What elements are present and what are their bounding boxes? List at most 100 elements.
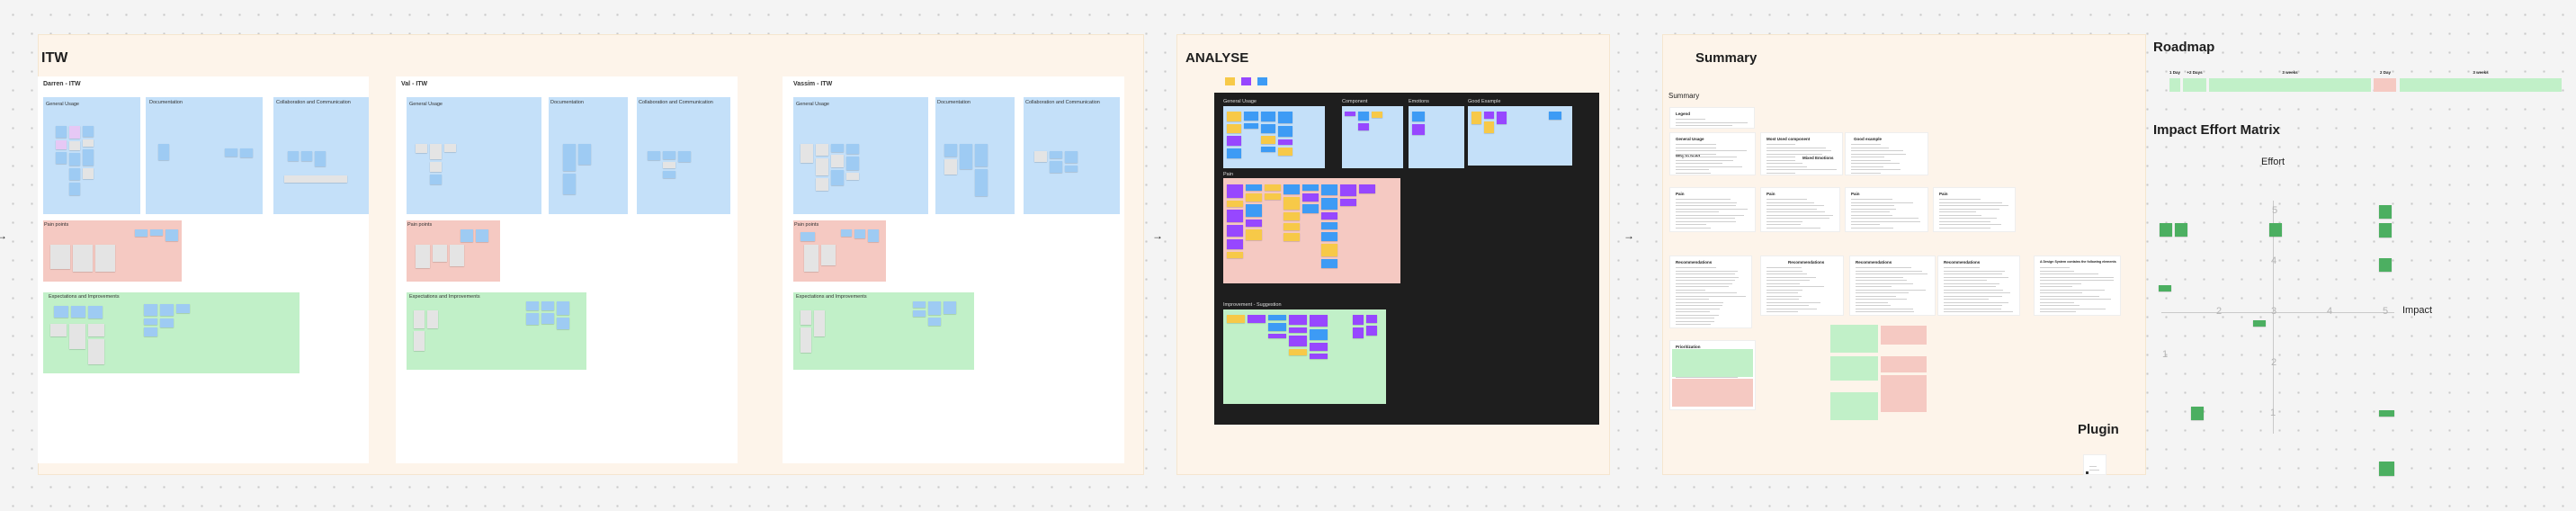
sticky-note[interactable]: [1246, 220, 1262, 227]
sticky-note[interactable]: [88, 339, 104, 365]
sticky-note[interactable]: [416, 245, 430, 268]
sticky-note[interactable]: [563, 173, 576, 194]
sticky-note[interactable]: [1310, 353, 1328, 360]
pain-card[interactable]: Pain: [1845, 187, 1928, 232]
sticky-note[interactable]: [71, 306, 85, 318]
roadmap-task-bar[interactable]: [2400, 78, 2562, 92]
sticky-note[interactable]: [50, 324, 67, 336]
sticky-note[interactable]: [1289, 315, 1307, 326]
matrix-sticky-note[interactable]: [2379, 223, 2392, 238]
estimate-table[interactable]: [1881, 356, 1927, 372]
sticky-note[interactable]: [1284, 196, 1300, 211]
sticky-note[interactable]: [1284, 232, 1300, 241]
sticky-note[interactable]: [648, 151, 660, 160]
sticky-note[interactable]: [663, 161, 675, 168]
sticky-note[interactable]: [165, 229, 178, 242]
sticky-note[interactable]: [69, 140, 80, 150]
sticky-note[interactable]: [1302, 193, 1319, 202]
sticky-note[interactable]: [1310, 315, 1328, 327]
sticky-note[interactable]: [1268, 315, 1286, 320]
sticky-note[interactable]: [56, 152, 67, 164]
sticky-note[interactable]: [1321, 184, 1337, 196]
matrix-sticky-note[interactable]: [2379, 462, 2394, 476]
improvement-cluster[interactable]: [1223, 309, 1386, 404]
sticky-note[interactable]: [831, 155, 844, 168]
sticky-note[interactable]: [846, 172, 859, 181]
sticky-note[interactable]: [69, 182, 80, 196]
sticky-note[interactable]: [83, 167, 94, 179]
sticky-note[interactable]: [1261, 112, 1275, 122]
sticky-note[interactable]: [450, 245, 464, 267]
estimate-table[interactable]: [1830, 325, 1878, 353]
sticky-note[interactable]: [814, 310, 825, 337]
sticky-note[interactable]: [541, 301, 554, 310]
sticky-note[interactable]: [430, 161, 442, 172]
sticky-note[interactable]: [1372, 112, 1382, 119]
sticky-note[interactable]: [526, 301, 539, 311]
sticky-note[interactable]: [975, 169, 988, 196]
sticky-note[interactable]: [1227, 136, 1241, 147]
sticky-note[interactable]: [95, 245, 115, 272]
roadmap-task-bar[interactable]: [2169, 78, 2180, 92]
sticky-note[interactable]: [816, 177, 828, 191]
sticky-note[interactable]: [160, 318, 174, 327]
sticky-note[interactable]: [83, 126, 94, 138]
sticky-note[interactable]: [56, 140, 67, 150]
estimate-table[interactable]: [1881, 375, 1927, 412]
matrix-sticky-note[interactable]: [2159, 285, 2171, 291]
sticky-note[interactable]: [1227, 112, 1241, 122]
sticky-note[interactable]: [1345, 112, 1355, 116]
design-system-card[interactable]: A Design System contains the following e…: [2034, 256, 2121, 316]
matrix-sticky-note[interactable]: [2269, 223, 2282, 237]
sticky-note[interactable]: [1284, 223, 1300, 230]
roadmap-task-bar[interactable]: [2183, 78, 2206, 92]
matrix-sticky-note[interactable]: [2175, 223, 2187, 237]
sticky-note[interactable]: [1278, 148, 1292, 156]
sticky-note[interactable]: [444, 144, 456, 152]
general-usage-card[interactable]: General Usage Why to build: [1669, 132, 1756, 175]
sticky-note[interactable]: [960, 144, 972, 169]
sticky-note[interactable]: [526, 313, 539, 325]
sticky-note[interactable]: [284, 175, 347, 184]
sticky-note[interactable]: [944, 301, 956, 315]
sticky-note[interactable]: [801, 232, 815, 242]
matrix-sticky-note[interactable]: [2160, 223, 2172, 237]
sticky-note[interactable]: [557, 317, 569, 330]
sticky-note[interactable]: [1268, 333, 1286, 339]
sticky-note[interactable]: [846, 156, 859, 170]
sticky-note[interactable]: [801, 327, 811, 354]
recommendations-card[interactable]: Recommendations: [1760, 256, 1844, 316]
sticky-note[interactable]: [160, 304, 174, 317]
sticky-note[interactable]: [801, 310, 811, 326]
general-usage-area[interactable]: [407, 97, 541, 214]
good-example-card[interactable]: Good example: [1845, 132, 1928, 175]
sticky-note[interactable]: [414, 330, 425, 351]
sticky-note[interactable]: [1265, 184, 1281, 192]
sticky-note[interactable]: [1321, 221, 1337, 230]
sticky-note[interactable]: [1310, 343, 1328, 351]
sticky-note[interactable]: [821, 245, 836, 265]
sticky-note[interactable]: [240, 148, 253, 157]
sticky-note[interactable]: [975, 144, 988, 167]
sticky-note[interactable]: [1412, 123, 1425, 136]
sticky-note[interactable]: [816, 144, 828, 157]
sticky-note[interactable]: [557, 301, 569, 315]
sticky-note[interactable]: [1340, 199, 1356, 206]
sticky-note[interactable]: [73, 245, 93, 272]
sticky-note[interactable]: [1366, 326, 1377, 336]
sticky-note[interactable]: [1246, 229, 1262, 241]
sticky-note[interactable]: [144, 327, 157, 336]
sticky-note[interactable]: [1227, 184, 1243, 198]
sticky-note[interactable]: [1248, 315, 1266, 324]
sticky-note[interactable]: [144, 304, 157, 316]
recommendations-card[interactable]: Recommendations: [1669, 256, 1752, 328]
sticky-note[interactable]: [69, 168, 80, 180]
sticky-note[interactable]: [1321, 244, 1337, 256]
matrix-sticky-note[interactable]: [2379, 258, 2392, 272]
sticky-note[interactable]: [1261, 146, 1275, 153]
sticky-note[interactable]: [301, 151, 312, 161]
sticky-note[interactable]: [83, 139, 94, 148]
sticky-note[interactable]: [841, 229, 852, 237]
sticky-note[interactable]: [88, 324, 104, 337]
sticky-note[interactable]: [854, 229, 865, 239]
